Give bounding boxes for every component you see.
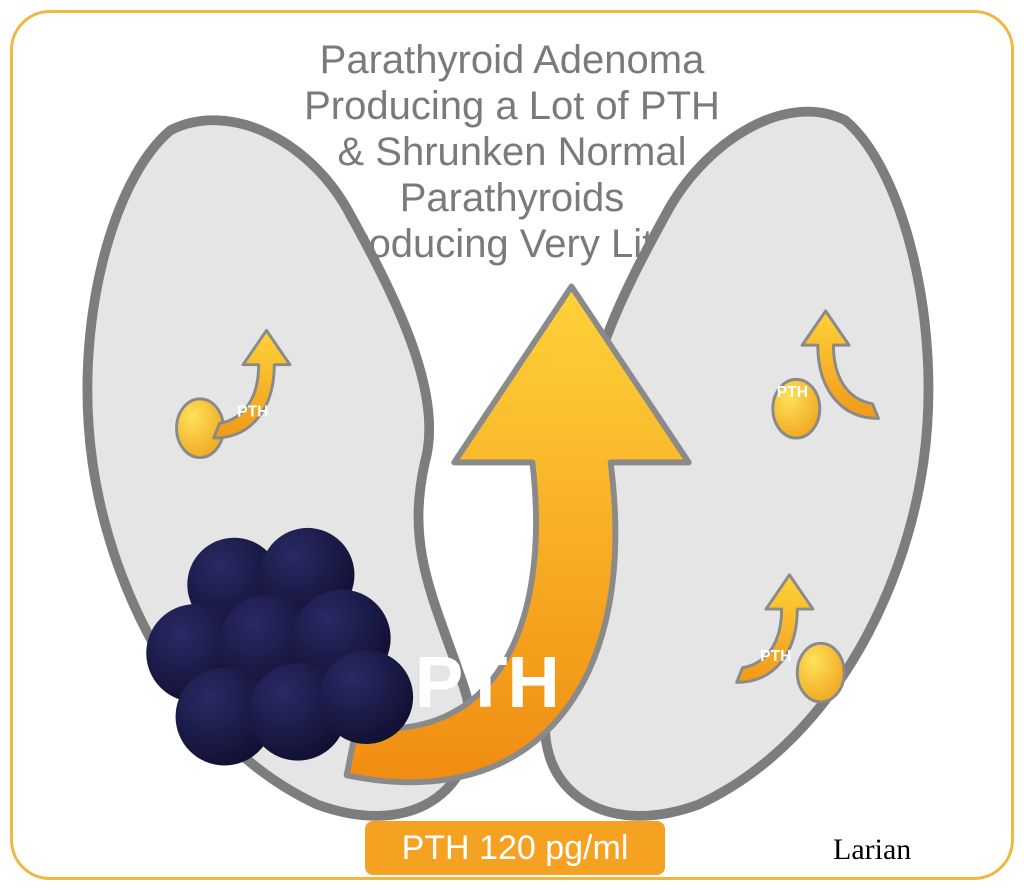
pth-value-text: PTH 120 pg/ml [402,829,629,867]
pth-value-badge: PTH 120 pg/ml [365,821,665,875]
artist-signature: Larian [833,833,911,867]
small-arrow-label: PTH [237,403,268,420]
normal-gland-lower-right [797,643,844,702]
diagram-svg: PTH PTH PTH PTH [3,3,1007,873]
small-arrow-label: PTH [777,384,808,401]
big-arrow-label: PTH [415,643,560,723]
diagram-frame: Parathyroid Adenoma Producing a Lot of P… [10,10,1014,880]
small-arrow-label: PTH [760,648,791,665]
